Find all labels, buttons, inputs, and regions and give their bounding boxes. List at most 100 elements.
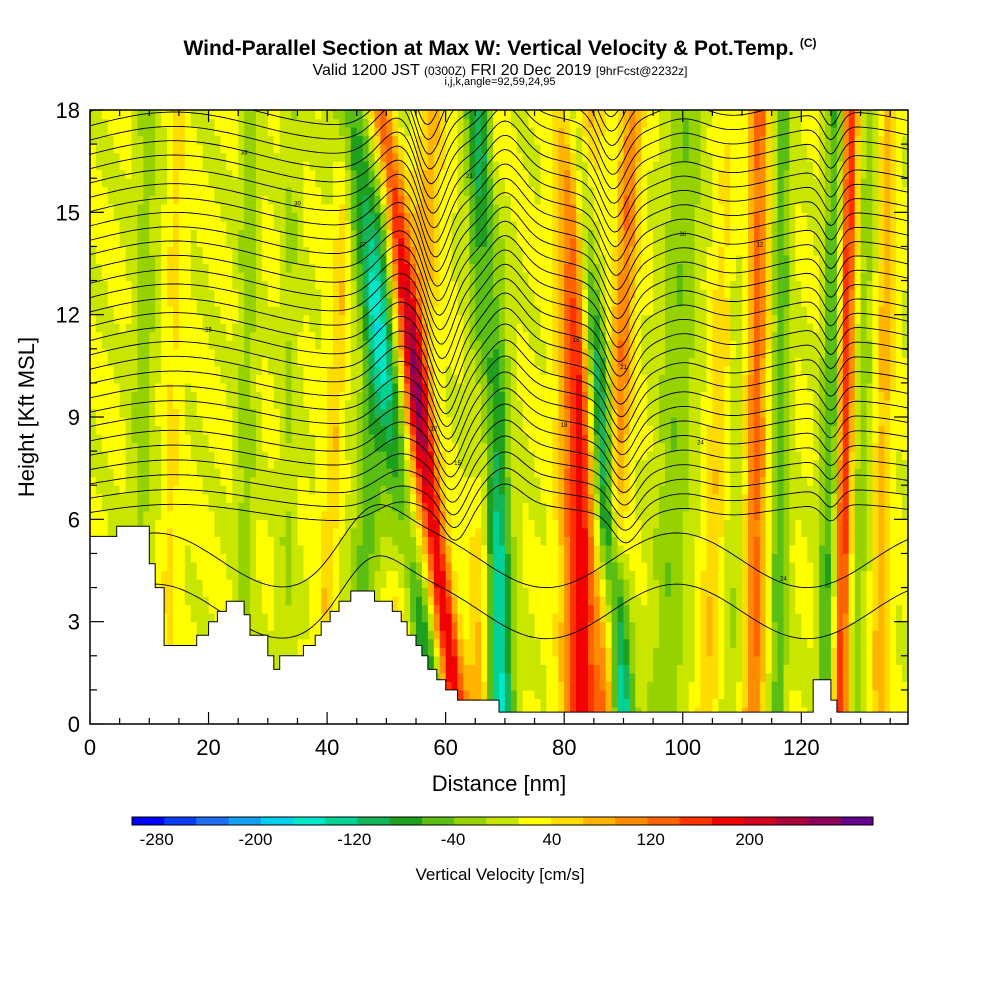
velocity-cell <box>878 510 885 520</box>
velocity-cell <box>380 510 387 520</box>
velocity-cell <box>119 485 127 495</box>
velocity-cell <box>599 544 607 554</box>
velocity-cell <box>368 544 376 554</box>
velocity-cell <box>534 672 542 682</box>
velocity-cell <box>433 638 441 648</box>
velocity-cell <box>724 493 731 503</box>
velocity-cell <box>836 706 844 716</box>
velocity-cell <box>653 655 660 665</box>
velocity-cell <box>712 553 719 563</box>
velocity-cell <box>854 579 862 589</box>
velocity-cell <box>576 604 583 614</box>
velocity-cell <box>659 476 666 486</box>
velocity-cell <box>315 493 322 503</box>
velocity-cell <box>688 553 696 563</box>
velocity-cell <box>825 425 832 435</box>
velocity-cell <box>469 425 476 435</box>
velocity-cell <box>552 493 559 503</box>
velocity-cell <box>836 630 844 640</box>
velocity-cell <box>232 562 239 572</box>
velocity-cell <box>534 417 542 427</box>
velocity-cell <box>493 468 500 478</box>
velocity-cell <box>765 613 773 623</box>
velocity-cell <box>433 553 441 563</box>
velocity-cell <box>303 527 310 537</box>
velocity-cell <box>748 519 755 529</box>
velocity-cell <box>783 570 790 580</box>
velocity-cell <box>860 630 868 640</box>
velocity-cell <box>641 706 648 716</box>
velocity-cell <box>463 655 470 665</box>
velocity-cell <box>427 502 435 512</box>
velocity-cell <box>410 493 417 503</box>
velocity-cell <box>540 647 547 657</box>
velocity-cell <box>131 408 138 418</box>
velocity-cell <box>813 630 820 640</box>
velocity-cell <box>558 485 565 495</box>
velocity-cell <box>813 570 820 580</box>
velocity-cell <box>487 527 494 537</box>
velocity-cell <box>196 527 204 537</box>
velocity-cell <box>439 630 447 640</box>
velocity-cell <box>605 587 613 597</box>
velocity-cell <box>694 502 702 512</box>
velocity-cell <box>190 579 198 589</box>
velocity-cell <box>605 562 613 572</box>
velocity-cell <box>730 527 737 537</box>
velocity-cell <box>665 527 672 537</box>
velocity-cell <box>256 562 263 572</box>
velocity-cell <box>582 672 589 682</box>
velocity-cell <box>665 417 672 427</box>
velocity-cell <box>398 562 405 572</box>
velocity-cell <box>540 613 547 623</box>
velocity-cell <box>421 544 429 554</box>
velocity-cell <box>256 468 263 478</box>
velocity-cell <box>665 587 672 597</box>
velocity-cell <box>540 476 547 486</box>
velocity-cell <box>546 451 553 461</box>
velocity-cell <box>700 485 707 495</box>
velocity-cell <box>540 689 547 699</box>
velocity-cell <box>279 613 287 623</box>
velocity-cell <box>617 442 625 452</box>
velocity-cell <box>789 681 796 691</box>
velocity-cell <box>173 476 180 486</box>
velocity-cell <box>232 579 239 589</box>
velocity-cell <box>795 613 802 623</box>
velocity-cell <box>860 638 868 648</box>
velocity-cell <box>208 519 216 529</box>
velocity-cell <box>676 689 684 699</box>
velocity-cell <box>706 502 713 512</box>
velocity-cell <box>706 689 713 699</box>
velocity-cell <box>487 630 494 640</box>
velocity-cell <box>499 502 506 512</box>
velocity-cell <box>783 613 790 623</box>
velocity-cell <box>576 689 583 699</box>
velocity-cell <box>576 425 583 435</box>
velocity-cell <box>155 519 162 529</box>
velocity-cell <box>421 621 429 631</box>
velocity-cell <box>706 476 713 486</box>
velocity-cell <box>516 553 524 563</box>
velocity-cell <box>315 502 322 512</box>
velocity-cell <box>552 579 559 589</box>
velocity-cell <box>208 527 216 537</box>
velocity-cell <box>475 434 482 444</box>
velocity-cell <box>433 596 441 606</box>
velocity-cell <box>208 570 216 580</box>
velocity-cell <box>528 689 536 699</box>
velocity-cell <box>748 459 755 469</box>
velocity-cell <box>137 476 144 486</box>
velocity-cell <box>552 519 559 529</box>
velocity-cell <box>558 689 565 699</box>
velocity-cell <box>540 553 547 563</box>
velocity-cell <box>878 425 885 435</box>
velocity-cell <box>190 417 198 427</box>
velocity-cell <box>748 587 755 597</box>
velocity-cell <box>552 425 559 435</box>
velocity-cell <box>398 544 405 554</box>
velocity-cell <box>688 706 696 716</box>
velocity-cell <box>866 434 873 444</box>
velocity-cell <box>830 689 838 699</box>
velocity-cell <box>546 621 553 631</box>
